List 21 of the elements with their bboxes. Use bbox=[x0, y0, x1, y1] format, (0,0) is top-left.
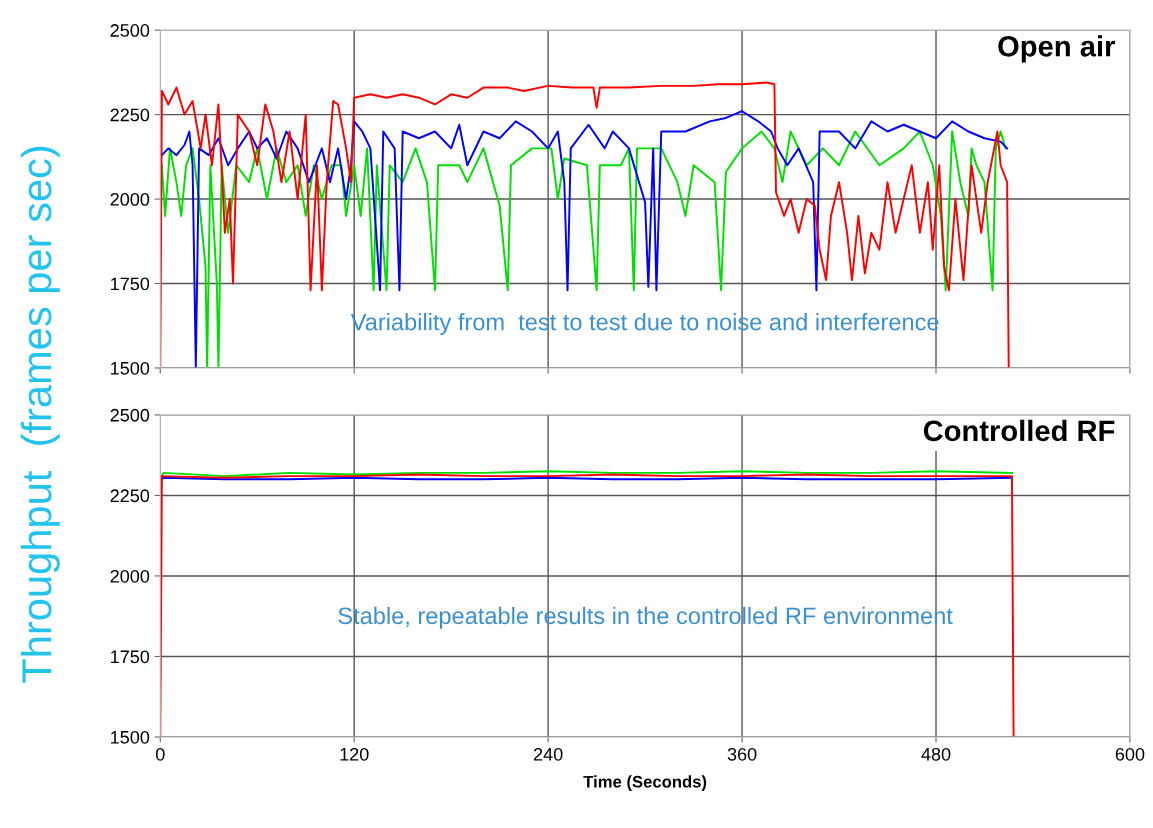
y-tick-label: 2000 bbox=[110, 192, 150, 206]
y-tick-label: 2000 bbox=[110, 569, 150, 583]
x-tick-label: 480 bbox=[921, 747, 951, 761]
line-series bbox=[160, 473, 1015, 737]
y-tick-label: 1750 bbox=[111, 650, 150, 664]
x-tick-label: 360 bbox=[727, 747, 757, 761]
x-tick-label: 240 bbox=[533, 747, 563, 761]
y-tick-label: 2250 bbox=[110, 489, 150, 503]
x-tick-label: 600 bbox=[1115, 747, 1145, 761]
y-tick-label: 1500 bbox=[111, 361, 150, 375]
x-tick-label: 0 bbox=[155, 747, 165, 761]
y-tick-label: 2500 bbox=[110, 408, 150, 422]
chart-title: Controlled RF bbox=[923, 419, 1115, 442]
y-tick-label: 1500 bbox=[111, 730, 150, 744]
y-tick-label: 2250 bbox=[110, 108, 150, 122]
x-axis-title: Time (Seconds) bbox=[583, 775, 707, 791]
x-tick-label: 120 bbox=[340, 747, 369, 761]
y-axis-title: Throughput (frames per sec) bbox=[20, 146, 60, 683]
y-tick-label: 2500 bbox=[110, 24, 150, 37]
chart-title: Open air bbox=[998, 35, 1115, 63]
y-tick-label: 1750 bbox=[111, 277, 150, 291]
